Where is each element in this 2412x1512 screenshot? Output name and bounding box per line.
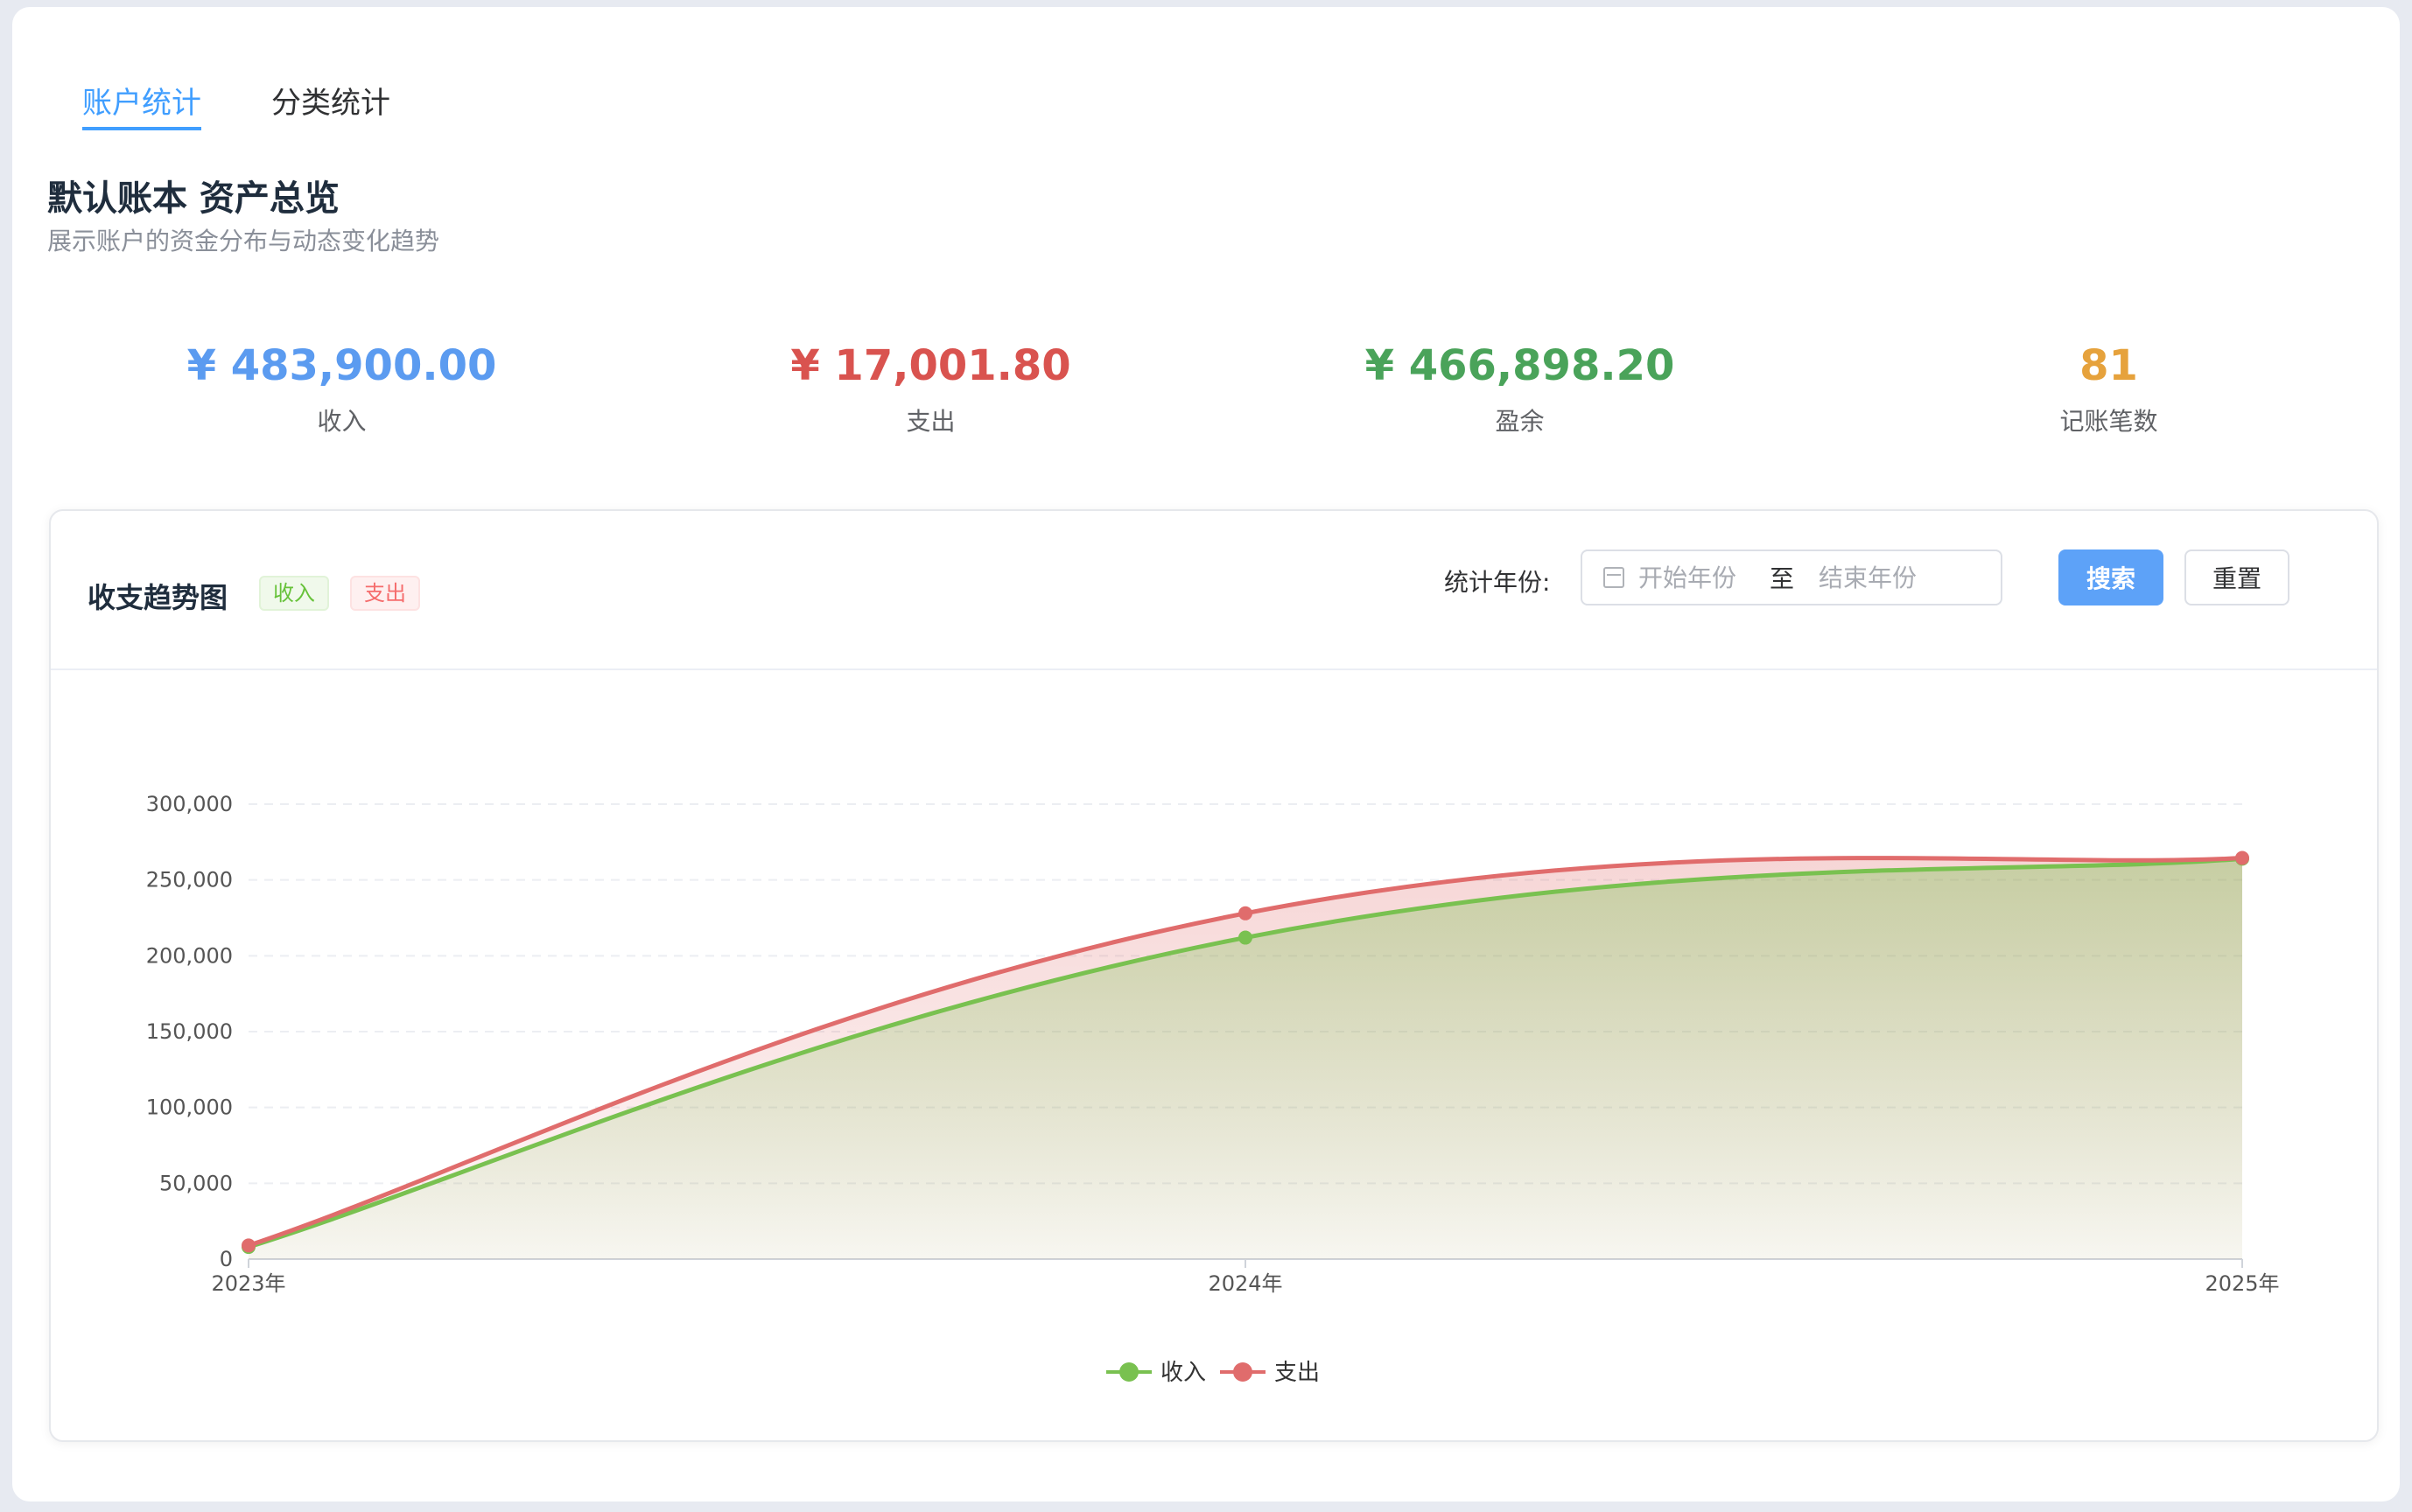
stat-expense-label: 支出 <box>906 407 956 436</box>
stat-expense: ¥ 17,001.80 支出 <box>636 340 1225 438</box>
stat-income-label: 收入 <box>317 407 367 436</box>
y-tick-label: 100,000 <box>146 1096 233 1120</box>
legend-marker[interactable] <box>1233 1362 1252 1382</box>
year-range-picker[interactable]: 至 <box>1581 550 2002 606</box>
expense-tag: 支出 <box>350 576 420 611</box>
y-tick-label: 300,000 <box>146 792 233 816</box>
tab-category-stats[interactable]: 分类统计 <box>271 86 390 121</box>
y-tick-label: 0 <box>220 1247 233 1271</box>
tab-account-stats[interactable]: 账户统计 <box>82 79 201 130</box>
calendar-icon <box>1603 567 1624 588</box>
stat-count-value: 81 <box>2079 341 2138 390</box>
page-title: 默认账本 资产总览 <box>47 178 340 219</box>
stat-count-label: 记账笔数 <box>2059 407 2158 436</box>
income-tag: 收入 <box>259 576 329 611</box>
stat-income-value: ¥ 483,900.00 <box>186 341 497 390</box>
y-tick-label: 250,000 <box>146 868 233 892</box>
range-separator: 至 <box>1770 564 1795 593</box>
data-point[interactable] <box>2235 850 2249 865</box>
legend-label[interactable]: 支出 <box>1274 1360 1320 1386</box>
trend-card: 收支趋势图 收入 支出 统计年份: 至 搜索 重置 <box>49 509 2379 1442</box>
stat-surplus: ¥ 466,898.20 盈余 <box>1225 340 1814 438</box>
trend-chart: 0 50,000 100,000 150,000 200,000 250,000 300,0… <box>146 792 2280 1386</box>
page-subtitle: 展示账户的资金分布与动态变化趋势 <box>47 227 440 256</box>
legend-marker[interactable] <box>1119 1362 1139 1382</box>
trend-card-header: 收支趋势图 收入 支出 统计年份: 至 搜索 重置 <box>51 511 2377 670</box>
stats-row: ¥ 483,900.00 收入 ¥ 17,001.80 支出 ¥ 466,898… <box>47 340 2403 438</box>
page: 账户统计 分类统计 默认账本 资产总览 展示账户的资金分布与动态变化趋势 ¥ 4… <box>12 7 2400 1502</box>
y-tick-label: 150,000 <box>146 1019 233 1044</box>
series-area <box>249 858 2242 1259</box>
stat-surplus-label: 盈余 <box>1495 407 1545 436</box>
legend-label[interactable]: 收入 <box>1160 1360 1206 1386</box>
search-button[interactable]: 搜索 <box>2058 550 2163 606</box>
data-point[interactable] <box>1238 930 1252 945</box>
data-point[interactable] <box>242 1238 256 1253</box>
start-year-input[interactable] <box>1638 563 1761 592</box>
x-tick-label: 2024年 <box>1208 1271 1282 1296</box>
x-tick-label: 2025年 <box>2205 1271 2279 1296</box>
data-point[interactable] <box>1238 906 1252 920</box>
y-tick-label: 50,000 <box>159 1171 233 1195</box>
stat-expense-value: ¥ 17,001.80 <box>790 341 1071 390</box>
y-tick-label: 200,000 <box>146 943 233 968</box>
trend-title: 收支趋势图 <box>88 581 228 614</box>
stat-surplus-value: ¥ 466,898.20 <box>1364 341 1675 390</box>
stat-count: 81 记账笔数 <box>1814 340 2403 438</box>
reset-button[interactable]: 重置 <box>2184 550 2289 606</box>
end-year-input[interactable] <box>1819 563 1942 592</box>
tabs: 账户统计 分类统计 <box>82 79 390 130</box>
x-tick-label: 2023年 <box>211 1271 285 1296</box>
year-filter-label: 统计年份: <box>1444 568 1551 597</box>
stat-income: ¥ 483,900.00 收入 <box>47 340 636 438</box>
